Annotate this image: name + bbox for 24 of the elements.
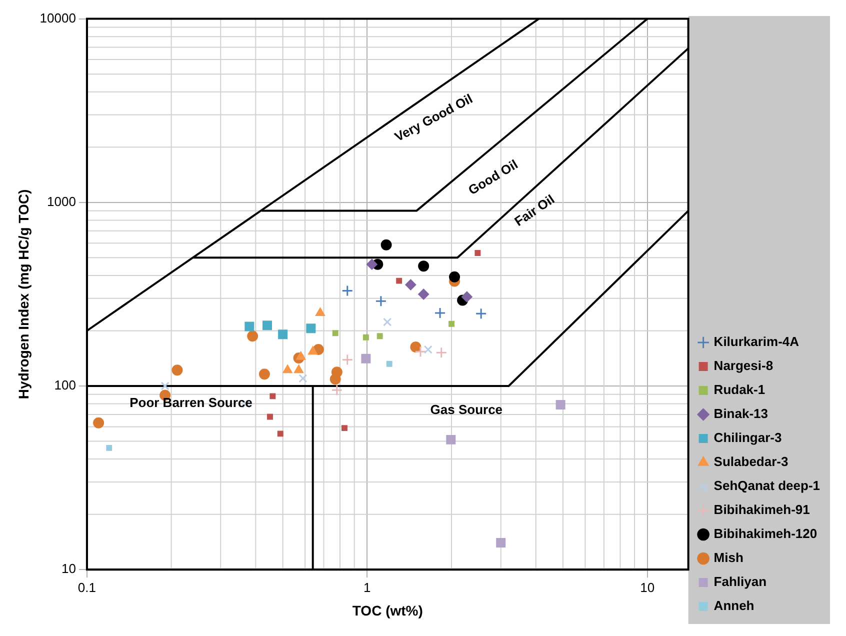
y-tick-label: 100 — [54, 378, 76, 393]
annotation: Gas Source — [430, 402, 503, 417]
y-tick-label: 1000 — [47, 194, 76, 209]
legend-label: Bibihakimeh-120 — [714, 526, 818, 542]
legend-label: Rudak-1 — [714, 382, 766, 398]
x-axis-title: TOC (wt%) — [352, 602, 423, 618]
legend-label: Binak-13 — [714, 406, 768, 422]
legend-label: Fahliyan — [714, 574, 767, 590]
legend-label: Bibihakimeh-91 — [714, 502, 810, 518]
annotation: Poor Barren Source — [130, 394, 252, 410]
x-tick-label: 1 — [364, 580, 371, 595]
legend-label: Anneh — [714, 598, 754, 614]
legend-label: Kilurkarim-4A — [714, 334, 800, 350]
annotation: Fair Oil — [512, 192, 558, 230]
legend-label: Nargesi-8 — [714, 358, 774, 374]
y-tick-label: 10 — [61, 561, 76, 576]
legend-label: Mish — [714, 550, 744, 566]
x-tick-label: 10 — [640, 580, 655, 595]
legend-label: Sulabedar-3 — [714, 454, 788, 470]
y-tick-label: 10000 — [40, 10, 76, 26]
x-tick-label: 0.1 — [78, 580, 96, 595]
legend-label: Chilingar-3 — [714, 430, 782, 446]
legend-label: SehQanat deep-1 — [714, 478, 820, 494]
y-axis-title: Hydrogen Index (mg HC/g TOC) — [15, 189, 32, 400]
